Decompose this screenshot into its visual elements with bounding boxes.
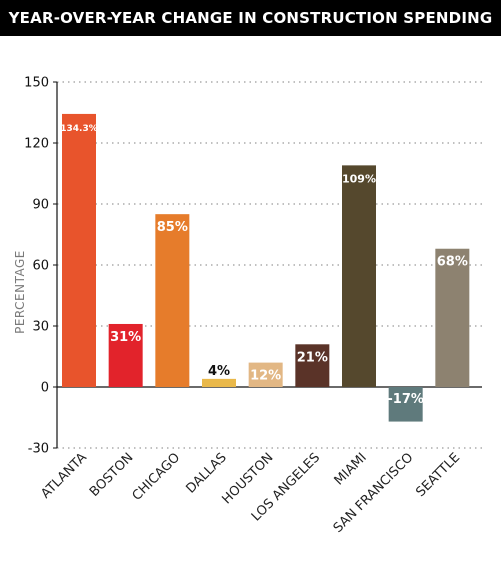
chart-title: YEAR-OVER-YEAR CHANGE IN CONSTRUCTION SP… <box>0 0 501 36</box>
bar-seattle <box>435 248 470 387</box>
x-tick-label: MIAMI <box>332 450 370 488</box>
data-label: 12% <box>250 369 281 384</box>
x-tick-label: ATLANTA <box>38 450 90 502</box>
x-tick-label: DALLAS <box>183 450 229 496</box>
bar-houston <box>248 362 283 387</box>
data-label: 21% <box>297 350 328 365</box>
data-label: -17% <box>387 392 424 407</box>
y-tick-label: 0 <box>41 381 49 396</box>
bar-boston <box>108 323 143 387</box>
y-tick-label: 90 <box>32 198 49 213</box>
data-label: 68% <box>437 255 468 270</box>
data-label: 109% <box>342 172 376 185</box>
y-tick-label: 30 <box>32 320 49 335</box>
y-tick-label: 60 <box>32 259 49 274</box>
bars <box>62 113 470 422</box>
x-tick-label: SEATTLE <box>413 450 463 500</box>
bar-dallas <box>202 378 236 387</box>
bar-atlanta <box>62 113 96 387</box>
y-axis-label: PERCENTAGE <box>13 250 27 334</box>
y-tick-label: 150 <box>24 76 49 91</box>
y-tick-label: -30 <box>28 442 49 457</box>
y-tick-label: 120 <box>24 137 49 152</box>
data-label: 134.3% <box>60 124 98 134</box>
y-tick-labels: 150 120 90 60 30 0 -30 <box>24 76 49 457</box>
data-labels: 134.3% 31% 85% 4% 12% 21% 109% -17% 68% <box>60 124 468 407</box>
x-tick-label: CHICAGO <box>130 450 184 504</box>
bar-san-francisco <box>388 387 423 422</box>
bar-miami <box>342 165 376 387</box>
data-label: 85% <box>157 220 188 235</box>
bar-los-angeles <box>295 344 330 387</box>
x-tick-label: SAN FRANCISCO <box>331 450 417 536</box>
bar-chicago <box>155 214 190 387</box>
data-label: 4% <box>208 364 230 379</box>
data-label: 31% <box>110 330 141 345</box>
